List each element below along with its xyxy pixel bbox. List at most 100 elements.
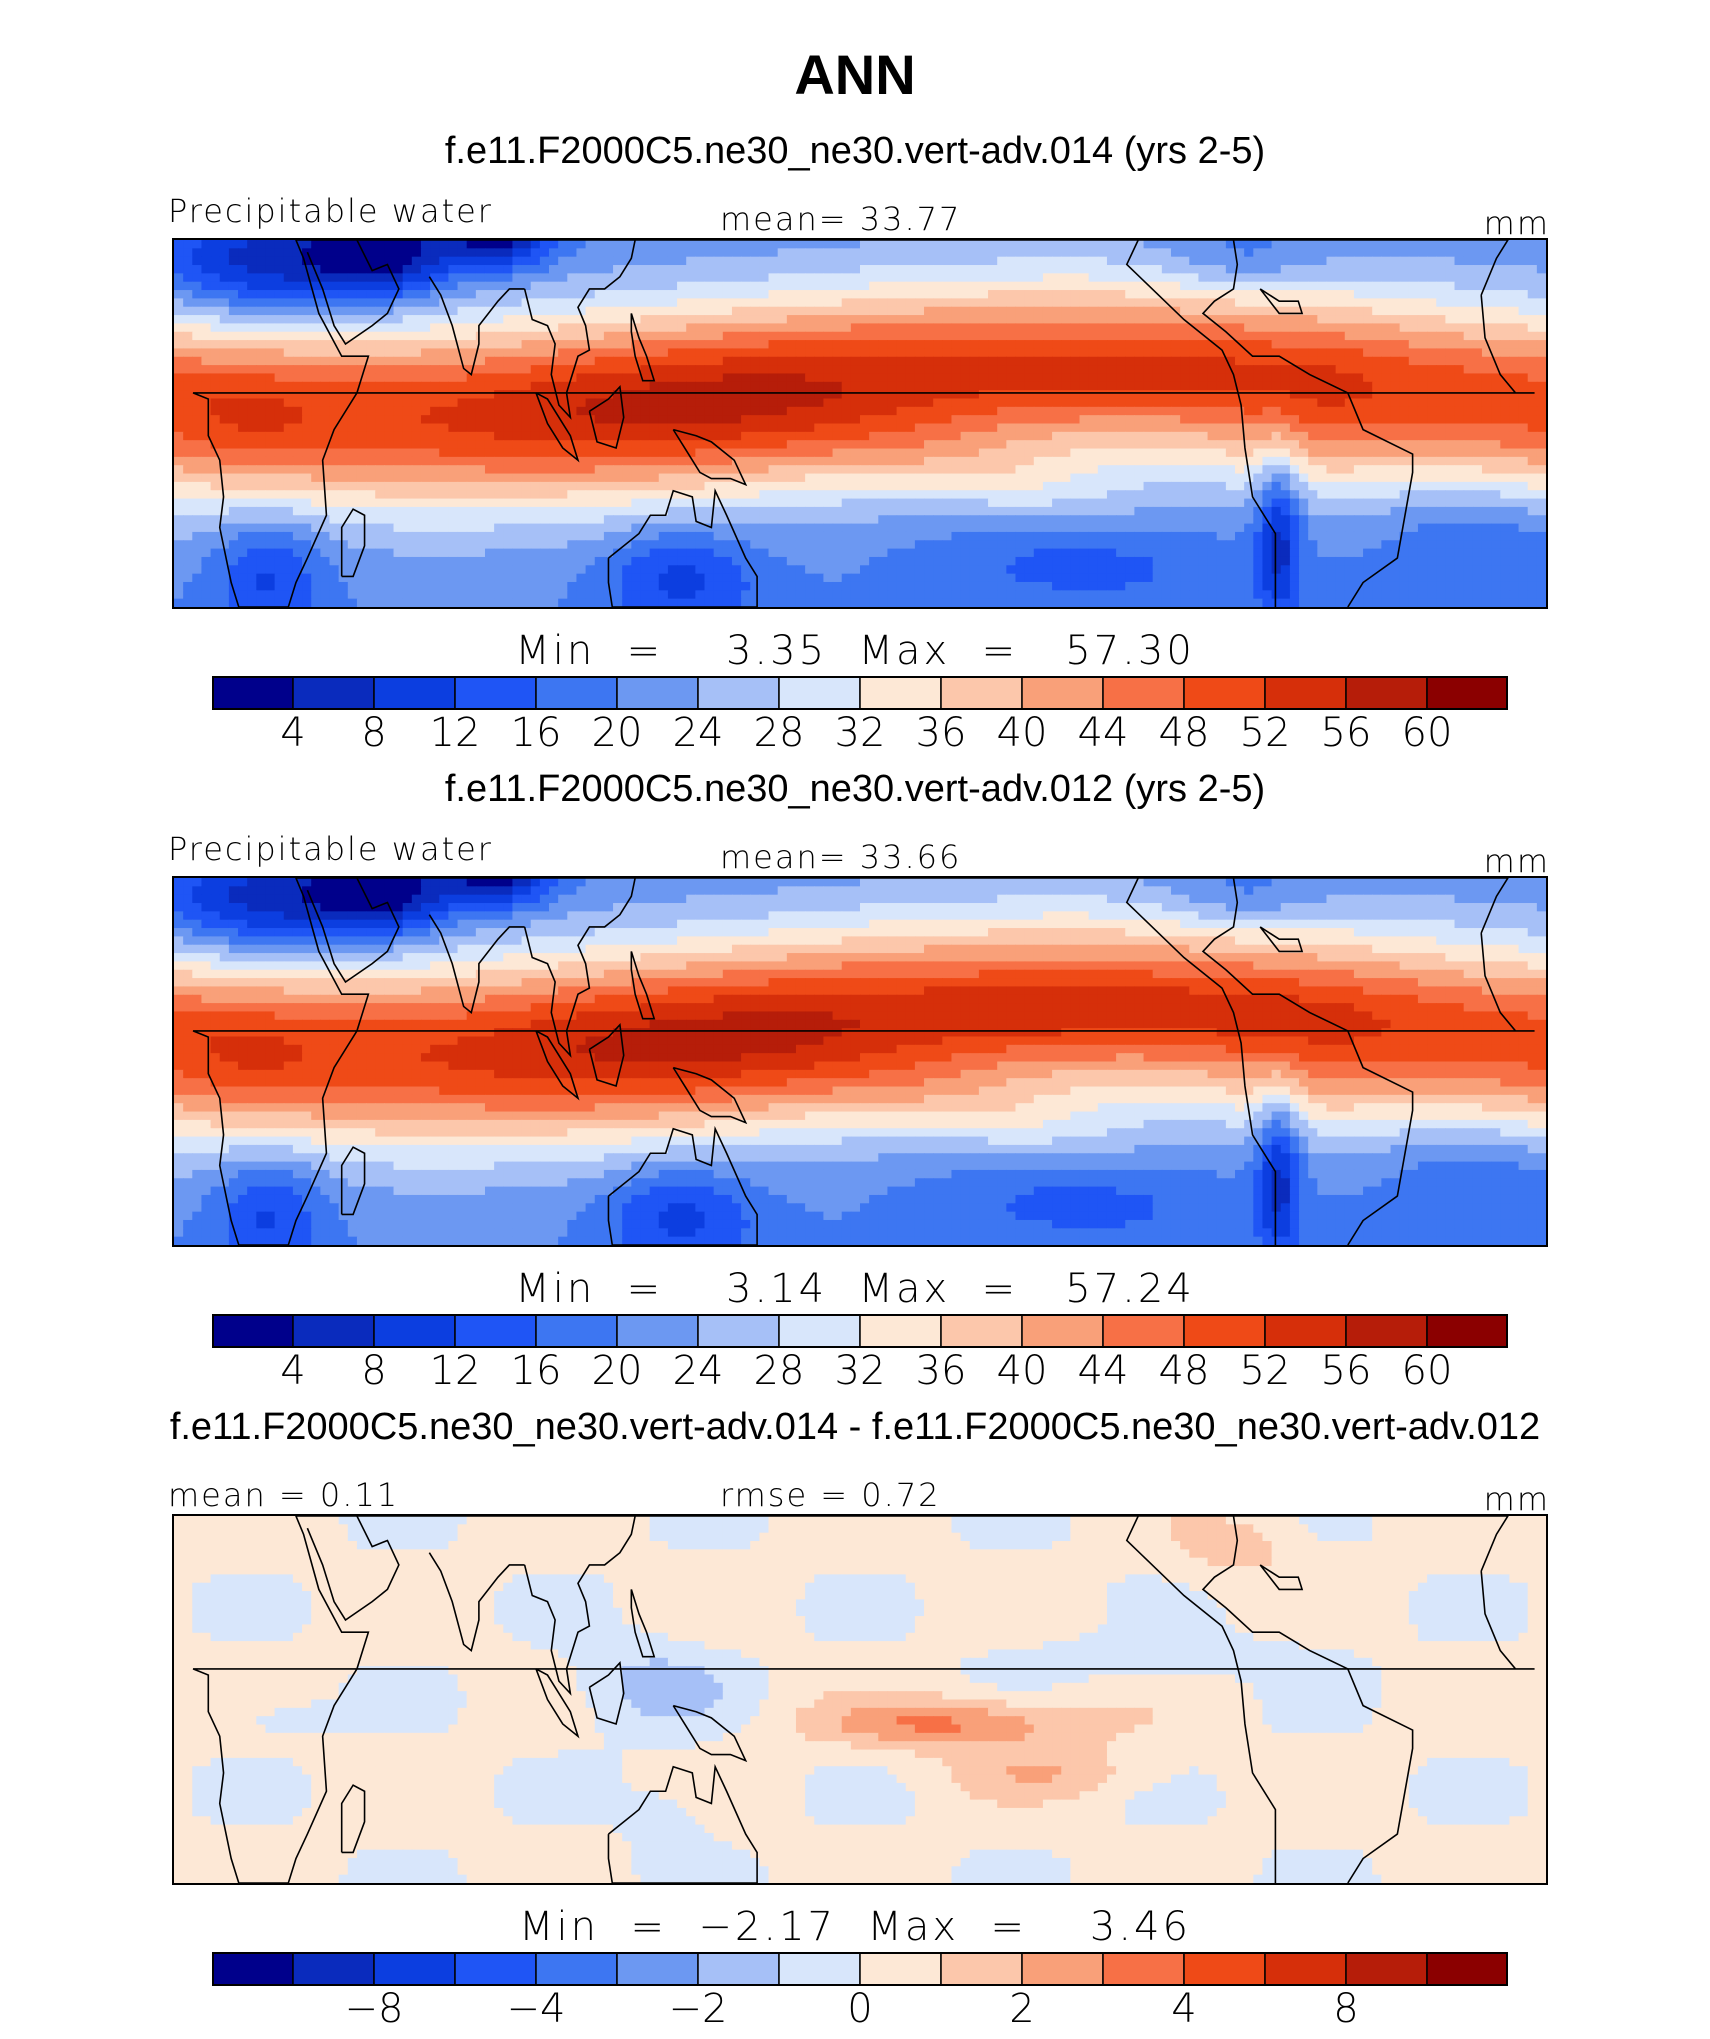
contour-cell [393, 415, 404, 425]
contour-cell [1052, 240, 1062, 249]
contour-cell [667, 465, 678, 475]
contour-cell [667, 498, 678, 508]
contour-cell [887, 381, 898, 391]
contour-cell [622, 265, 632, 274]
contour-cell [814, 306, 825, 316]
contour-cell [878, 340, 889, 350]
contour-cell [887, 398, 898, 408]
contour-cell [603, 490, 614, 500]
contour-cell [731, 365, 742, 375]
contour-cell [201, 515, 212, 525]
contour-cell [988, 356, 998, 366]
contour-cell [1445, 415, 1456, 425]
contour-cell [384, 248, 395, 258]
contour-cell [466, 248, 477, 258]
contour-cell [658, 256, 669, 266]
contour-cell [1417, 390, 1428, 400]
contour-cell [960, 348, 971, 358]
contour-cell [247, 248, 257, 258]
contour-cell [484, 415, 495, 425]
contour-cell [1509, 315, 1520, 325]
contour-cell [1271, 481, 1282, 491]
contour-cell [1106, 456, 1117, 466]
contour-cell [1536, 431, 1546, 441]
contour-cell [366, 298, 376, 308]
contour-cell [1317, 290, 1328, 299]
contour-cell [1436, 415, 1446, 425]
contour-cell [1472, 506, 1483, 516]
contour-cell [1143, 465, 1154, 475]
contour-cell [988, 365, 998, 375]
contour-cell [887, 256, 898, 266]
contour-cell [869, 290, 879, 299]
contour-cell [878, 256, 889, 266]
contour-cell [384, 506, 395, 516]
contour-cell [384, 498, 395, 508]
contour-cell [366, 356, 376, 366]
contour-cell [174, 423, 184, 433]
contour-cell [649, 281, 660, 291]
contour-cell [988, 498, 998, 508]
contour-cell [539, 290, 550, 299]
contour-cell [347, 365, 358, 375]
contour-cell [484, 390, 495, 400]
contour-cell [1280, 473, 1291, 483]
contour-cell [850, 356, 861, 366]
contour-cell [1216, 348, 1227, 358]
contour-cell [247, 290, 257, 299]
contour-cell [457, 348, 468, 358]
contour-cell [978, 298, 989, 308]
contour-cell [1079, 390, 1090, 400]
contour-cell [521, 306, 532, 316]
contour-cell [841, 465, 852, 475]
contour-cell [1170, 365, 1181, 375]
panel-1-subtitle: f.e11.F2000C5.ne30_ne30.vert-adv.014 (yr… [444, 130, 1266, 172]
contour-cell [1006, 365, 1017, 375]
contour-cell [914, 448, 925, 458]
contour-cell [951, 390, 962, 400]
contour-cell [1024, 398, 1035, 408]
contour-cell [283, 390, 294, 400]
contour-cell [1326, 348, 1337, 358]
contour-cell [1372, 465, 1382, 475]
contour-cell [356, 331, 367, 341]
contour-cell [795, 273, 806, 283]
contour-cell [265, 406, 276, 416]
contour-cell [439, 390, 449, 400]
contour-cell [814, 348, 825, 358]
contour-cell [1445, 273, 1456, 283]
contour-cell [1445, 365, 1456, 375]
contour-cell [741, 473, 751, 483]
contour-cell [1491, 406, 1501, 416]
contour-cell [969, 365, 980, 375]
contour-cell [823, 465, 834, 475]
contour-cell [942, 448, 953, 458]
contour-cell [457, 315, 468, 325]
contour-cell [183, 398, 193, 408]
contour-cell [924, 273, 934, 283]
contour-cell [1326, 306, 1337, 316]
contour-cell [1097, 506, 1108, 516]
contour-cell [1308, 306, 1318, 316]
contour-cell [1500, 356, 1511, 366]
contour-cell [978, 248, 989, 258]
contour-cell [741, 390, 751, 400]
contour-cell [384, 448, 395, 458]
contour-cell [1308, 473, 1318, 483]
contour-cell [1344, 340, 1355, 350]
contour-cell [1134, 340, 1145, 350]
contour-cell [1244, 323, 1254, 333]
contour-cell [1244, 240, 1254, 249]
contour-cell [1518, 348, 1529, 358]
contour-cell [1244, 248, 1254, 258]
contour-cell [841, 348, 852, 358]
contour-cell [960, 506, 971, 516]
contour-cell [1491, 298, 1501, 308]
contour-cell [649, 431, 660, 441]
contour-cell [1180, 456, 1190, 466]
contour-cell [393, 248, 404, 258]
contour-cell [1033, 256, 1044, 266]
contour-cell [311, 265, 321, 274]
contour-cell [786, 340, 797, 350]
contour-cell [759, 373, 770, 383]
